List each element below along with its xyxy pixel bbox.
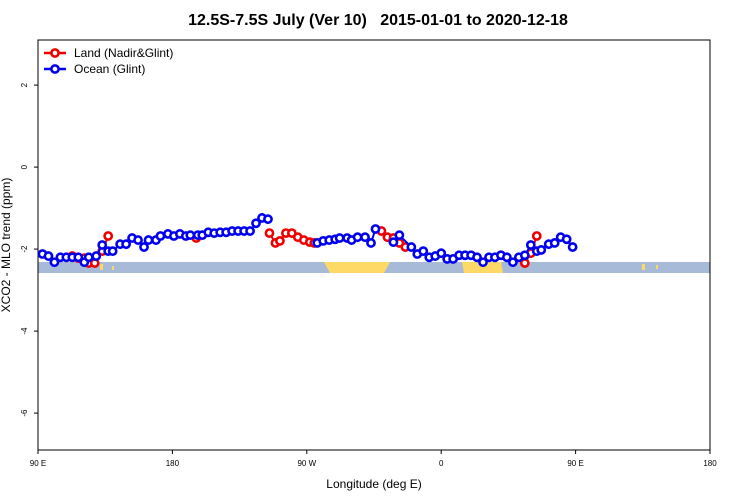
data-point <box>275 235 285 246</box>
data-point <box>139 242 149 252</box>
x-axis-label: Longitude (deg E) <box>326 477 421 491</box>
y-tick-label: -4 <box>20 327 29 335</box>
legend-label: Ocean (Glint) <box>74 62 145 76</box>
land-band <box>656 265 658 269</box>
legend-marker <box>50 64 60 74</box>
data-point <box>370 224 381 234</box>
x-tick-label: 90 W <box>297 459 316 468</box>
data-point <box>263 214 273 225</box>
x-tick-label: 90 E <box>567 459 583 468</box>
x-tick-label: 180 <box>166 459 180 468</box>
chart-title: 12.5S-7.5S July (Ver 10) 2015-01-01 to 2… <box>188 12 568 29</box>
land-band <box>324 262 390 273</box>
land-band <box>112 266 114 270</box>
data-point <box>91 251 102 261</box>
data-point <box>525 240 536 250</box>
data-point <box>245 226 255 236</box>
data-point <box>366 238 376 248</box>
data-point <box>185 230 196 241</box>
legend-marker <box>50 48 60 58</box>
data-point <box>143 235 154 245</box>
y-tick-label: -6 <box>20 409 29 417</box>
data-point <box>107 246 118 257</box>
data-point <box>549 238 560 248</box>
data-point <box>97 240 108 250</box>
data-point <box>360 232 370 243</box>
data-point <box>43 251 54 261</box>
y-axis-label: XCO2 - MLO trend (ppm) <box>0 178 13 313</box>
land-mask <box>38 262 710 273</box>
data-point <box>73 252 84 263</box>
data-point <box>155 231 166 241</box>
land-band <box>462 262 503 273</box>
x-tick-label: 180 <box>703 459 717 468</box>
plot-frame <box>37 39 711 451</box>
data-point <box>472 252 482 263</box>
data-point <box>502 252 512 263</box>
land-band <box>100 264 103 270</box>
data-point <box>49 257 60 268</box>
data-point <box>478 257 488 268</box>
data-point <box>83 252 94 263</box>
data-point <box>394 230 405 241</box>
data-point <box>436 248 447 259</box>
data-point <box>251 218 261 229</box>
y-tick-label: 0 <box>20 164 29 169</box>
data-point <box>103 231 114 241</box>
data-point <box>334 233 345 243</box>
data-point <box>536 245 547 255</box>
land-band <box>642 264 645 270</box>
x-tick-label: 0 <box>439 459 444 468</box>
y-tick-label: 2 <box>20 82 29 87</box>
y-tick-label: -2 <box>20 245 29 253</box>
data-point <box>388 237 399 248</box>
legend-label: Land (Nadir&Glint) <box>74 46 173 60</box>
data-point <box>406 242 417 252</box>
data-point <box>133 235 143 245</box>
data-point <box>567 242 578 252</box>
x-tick-label: 90 E <box>30 459 46 468</box>
data-point <box>561 234 572 245</box>
data-point <box>519 250 530 261</box>
data-point <box>507 257 518 268</box>
data-point <box>418 246 429 257</box>
data-point <box>264 228 275 239</box>
data-point <box>531 231 542 241</box>
data-point <box>352 232 363 243</box>
data-point <box>121 239 132 250</box>
